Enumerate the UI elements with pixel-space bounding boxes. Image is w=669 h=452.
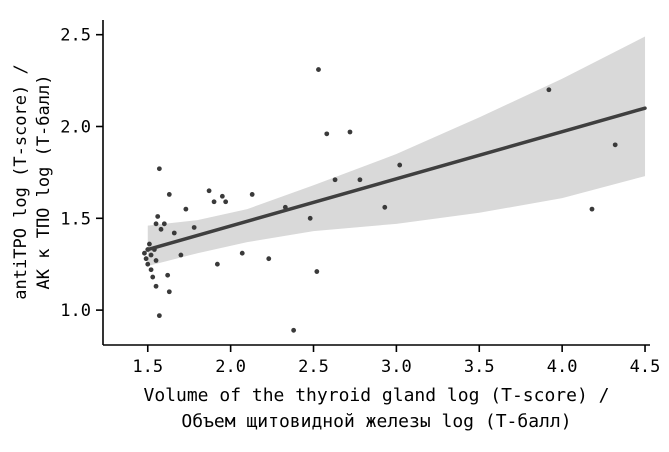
scatter-point bbox=[150, 274, 156, 280]
scatter-point bbox=[161, 221, 167, 227]
scatter-point bbox=[206, 188, 212, 194]
scatter-point bbox=[158, 226, 164, 232]
scatter-point bbox=[145, 261, 151, 267]
x-axis-label: Volume of the thyroid gland log (T-score… bbox=[103, 383, 650, 435]
scatter-point bbox=[171, 230, 177, 236]
scatter-point bbox=[156, 313, 162, 319]
scatter-point bbox=[147, 241, 152, 247]
scatter-point bbox=[239, 250, 245, 256]
scatter-point bbox=[153, 221, 159, 227]
x-tick-label: 3.5 bbox=[464, 357, 495, 377]
scatter-point bbox=[266, 256, 272, 262]
x-axis-label-line1: Volume of the thyroid gland log (T-score… bbox=[143, 385, 610, 406]
x-tick-label: 1.5 bbox=[132, 357, 163, 377]
scatter-point bbox=[166, 192, 172, 197]
scatter-point bbox=[223, 199, 229, 205]
y-tick-label: 1.5 bbox=[60, 209, 91, 229]
scatter-point bbox=[332, 177, 338, 183]
scatter-point bbox=[153, 258, 159, 263]
scatter-point bbox=[165, 272, 171, 278]
scatter-point bbox=[357, 177, 363, 183]
scatter-point bbox=[155, 214, 161, 219]
scatter-point bbox=[307, 215, 313, 221]
scatter-point bbox=[143, 256, 149, 262]
scatter-point bbox=[142, 250, 147, 256]
scatter-point bbox=[156, 166, 162, 172]
scatter-point bbox=[314, 269, 320, 274]
scatter-point bbox=[148, 252, 154, 258]
scatter-point bbox=[166, 289, 172, 295]
scatter-point bbox=[153, 283, 159, 289]
scatter-point bbox=[382, 204, 388, 210]
scatter-point bbox=[612, 142, 618, 148]
x-tick-label: 2.5 bbox=[298, 357, 329, 377]
scatter-point bbox=[183, 206, 189, 212]
y-axis-label-line1: antiTPO log (T-score) / bbox=[11, 64, 31, 300]
x-tick-label: 4.0 bbox=[547, 357, 578, 377]
scatter-point bbox=[397, 162, 403, 168]
regression-line bbox=[146, 106, 647, 252]
scatter-point bbox=[211, 199, 217, 205]
scatter-point bbox=[214, 261, 220, 267]
scatter-point bbox=[178, 252, 184, 258]
scatter-point bbox=[148, 267, 154, 273]
scatter-point bbox=[347, 129, 353, 135]
scatter-point bbox=[191, 225, 197, 230]
confidence-band bbox=[147, 36, 646, 267]
y-tick-label: 2.0 bbox=[60, 117, 91, 137]
y-axis-label-line2: АК к ТПО log (Т-балл) bbox=[34, 74, 54, 290]
x-axis-label-line2: Объем щитовидной железы log (Т-балл) bbox=[181, 411, 572, 432]
x-tick-label: 4.5 bbox=[630, 357, 661, 377]
x-tick-label: 2.0 bbox=[215, 357, 246, 377]
scatter-point bbox=[249, 192, 255, 197]
scatter-point bbox=[291, 327, 297, 333]
scatter-point bbox=[324, 131, 330, 137]
y-axis-label: antiTPO log (T-score) / АК к ТПО log (Т-… bbox=[10, 64, 56, 299]
scatter-point bbox=[219, 193, 225, 199]
x-tick-label: 3.0 bbox=[381, 357, 412, 377]
y-tick-label: 2.5 bbox=[60, 26, 91, 46]
y-tick-label: 1.0 bbox=[60, 301, 91, 321]
scatter-point bbox=[316, 67, 321, 72]
scatter-point bbox=[546, 87, 552, 93]
scatter-point bbox=[589, 206, 595, 212]
